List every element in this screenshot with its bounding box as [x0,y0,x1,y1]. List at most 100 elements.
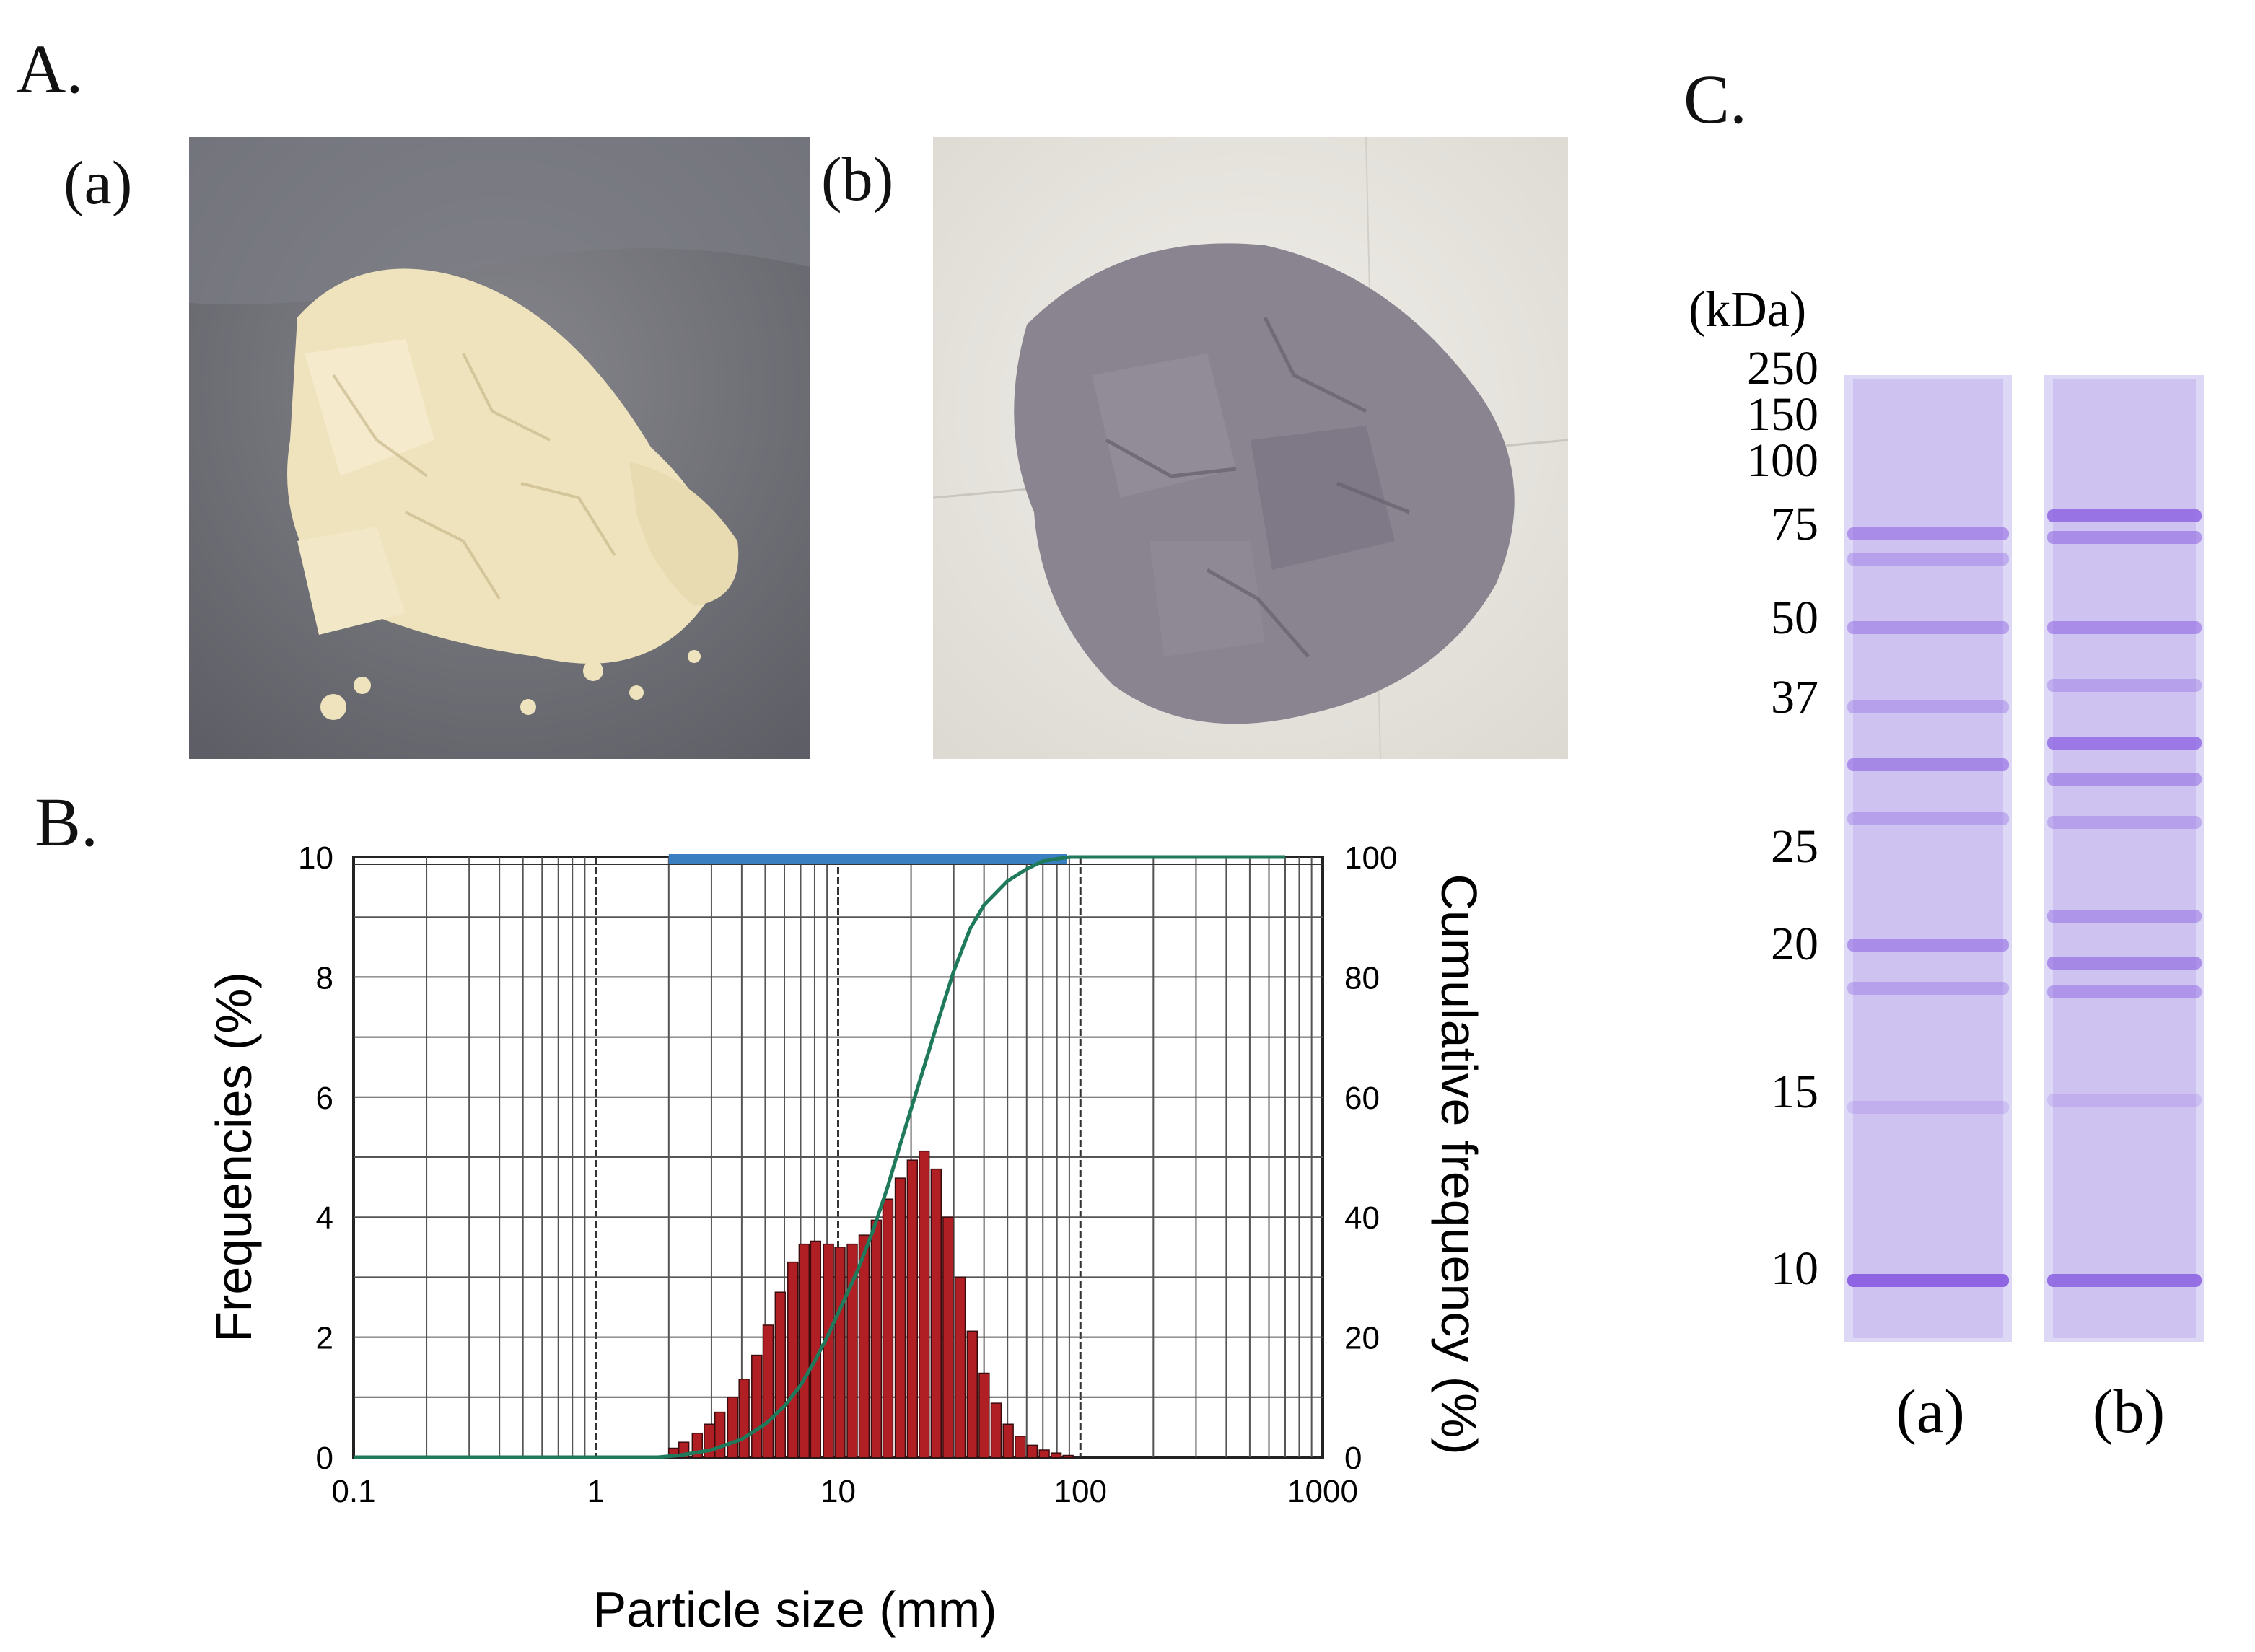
marker-label: 50 [1771,592,1818,644]
y2-tick-label: 60 [1344,1081,1380,1116]
size-range-bar [668,854,1067,864]
y-tick-label: 0 [316,1441,333,1476]
histogram-bar [834,1247,846,1458]
panel-label-b: B. [35,783,99,861]
y2-tick-label: 80 [1344,960,1380,996]
histogram-bar [798,1243,810,1458]
x-tick-label: 1000 [1287,1474,1358,1509]
histogram-bar [1050,1452,1062,1458]
x-tick-label: 100 [1054,1474,1107,1509]
y-tick-label: 4 [316,1200,333,1236]
histogram-bar [787,1261,799,1458]
y-tick-label: 8 [316,960,333,996]
y-tick-label: 6 [316,1081,333,1116]
marker-label: 250 [1747,342,1818,395]
histogram-bar [1015,1436,1026,1458]
lane-b-label: (b) [2093,1376,2165,1446]
cumulative-frequency-line [354,855,1285,1459]
photo-a-label: (a) [64,148,133,217]
protein-band [1847,939,2009,952]
gel-lane-a [1844,375,2012,1342]
photo-b-label: (b) [821,144,894,214]
gel-lane-b [2044,375,2204,1342]
histogram-bar [846,1243,858,1458]
histogram-bar [954,1276,966,1458]
protein-band [1847,621,2009,634]
protein-band [1847,527,2009,540]
x-tick-label: 0.1 [331,1474,375,1509]
protein-band [1847,1274,2009,1287]
histogram-bar [727,1397,739,1458]
protein-band [1847,758,2009,771]
powder-pile-a [287,268,739,720]
marker-label: 20 [1771,918,1818,970]
protein-band [2047,1274,2202,1287]
powder-photo-b [933,137,1568,759]
protein-band [1847,700,2009,713]
histogram-bar [751,1354,763,1458]
powder-photo-a [189,137,810,759]
y-tick-label: 10 [298,840,333,876]
histogram-bar [714,1411,726,1458]
marker-label: 150 [1747,388,1818,441]
histogram-bar [738,1379,750,1458]
protein-band [2047,679,2202,692]
powder-pile-b [1014,243,1515,724]
x-tick-label: 10 [820,1474,856,1509]
histogram-bar [858,1234,870,1458]
y2-axis-title: Cumulative frequency (%) [1431,874,1487,1454]
histogram-bar [894,1177,906,1458]
histogram-bar [870,1219,883,1458]
protein-band [2047,773,2202,786]
marker-label: 15 [1771,1066,1818,1118]
histogram-bars [668,1150,1074,1458]
histogram-bar [1002,1423,1014,1458]
y2-tick-label: 40 [1344,1200,1380,1236]
y2-tick-label: 20 [1344,1321,1380,1356]
histogram-bar [978,1372,990,1458]
lane-smear [1853,379,2003,1338]
panel-label-c: C. [1683,61,1748,138]
marker-label: 25 [1771,820,1818,873]
protein-band [1847,982,2009,995]
histogram-bar [1062,1454,1074,1458]
y2-tick-label: 100 [1344,840,1397,876]
cumulative-line [354,855,1285,1459]
kda-unit-label: (kDa) [1689,282,1806,338]
histogram-bar [882,1198,894,1458]
protein-band [1847,812,2009,825]
y2-tick-label: 0 [1344,1441,1362,1476]
histogram-bar [930,1168,942,1458]
histogram-bar [762,1324,774,1458]
marker-label: 10 [1771,1242,1818,1295]
histogram-bar [906,1159,919,1458]
histogram-bar [823,1243,834,1458]
histogram-bar [1026,1444,1038,1458]
protein-band [2047,957,2202,970]
y-axis-title: Frequencies (%) [206,972,262,1343]
marker-label: 37 [1771,671,1818,724]
lane-a-label: (a) [1896,1376,1964,1446]
protein-band [2047,509,2202,522]
protein-band [2047,621,2202,634]
protein-band [2047,1094,2202,1107]
gel-lanes [1844,375,2204,1342]
protein-band [1847,553,2009,566]
histogram-bar [919,1150,930,1458]
histogram-bar [990,1402,1002,1458]
protein-band [2047,531,2202,544]
protein-band [2047,910,2202,923]
panel-label-a: A. [16,30,84,107]
marker-label: 75 [1771,498,1818,550]
histogram-bar [1038,1449,1050,1458]
protein-band [2047,985,2202,998]
x-axis-title: Particle size (mm) [592,1581,997,1638]
histogram-bar [966,1330,978,1458]
x-tick-label: 1 [587,1474,605,1509]
protein-band [2047,816,2202,829]
histogram-bar [774,1291,786,1458]
protein-band [2047,737,2202,750]
